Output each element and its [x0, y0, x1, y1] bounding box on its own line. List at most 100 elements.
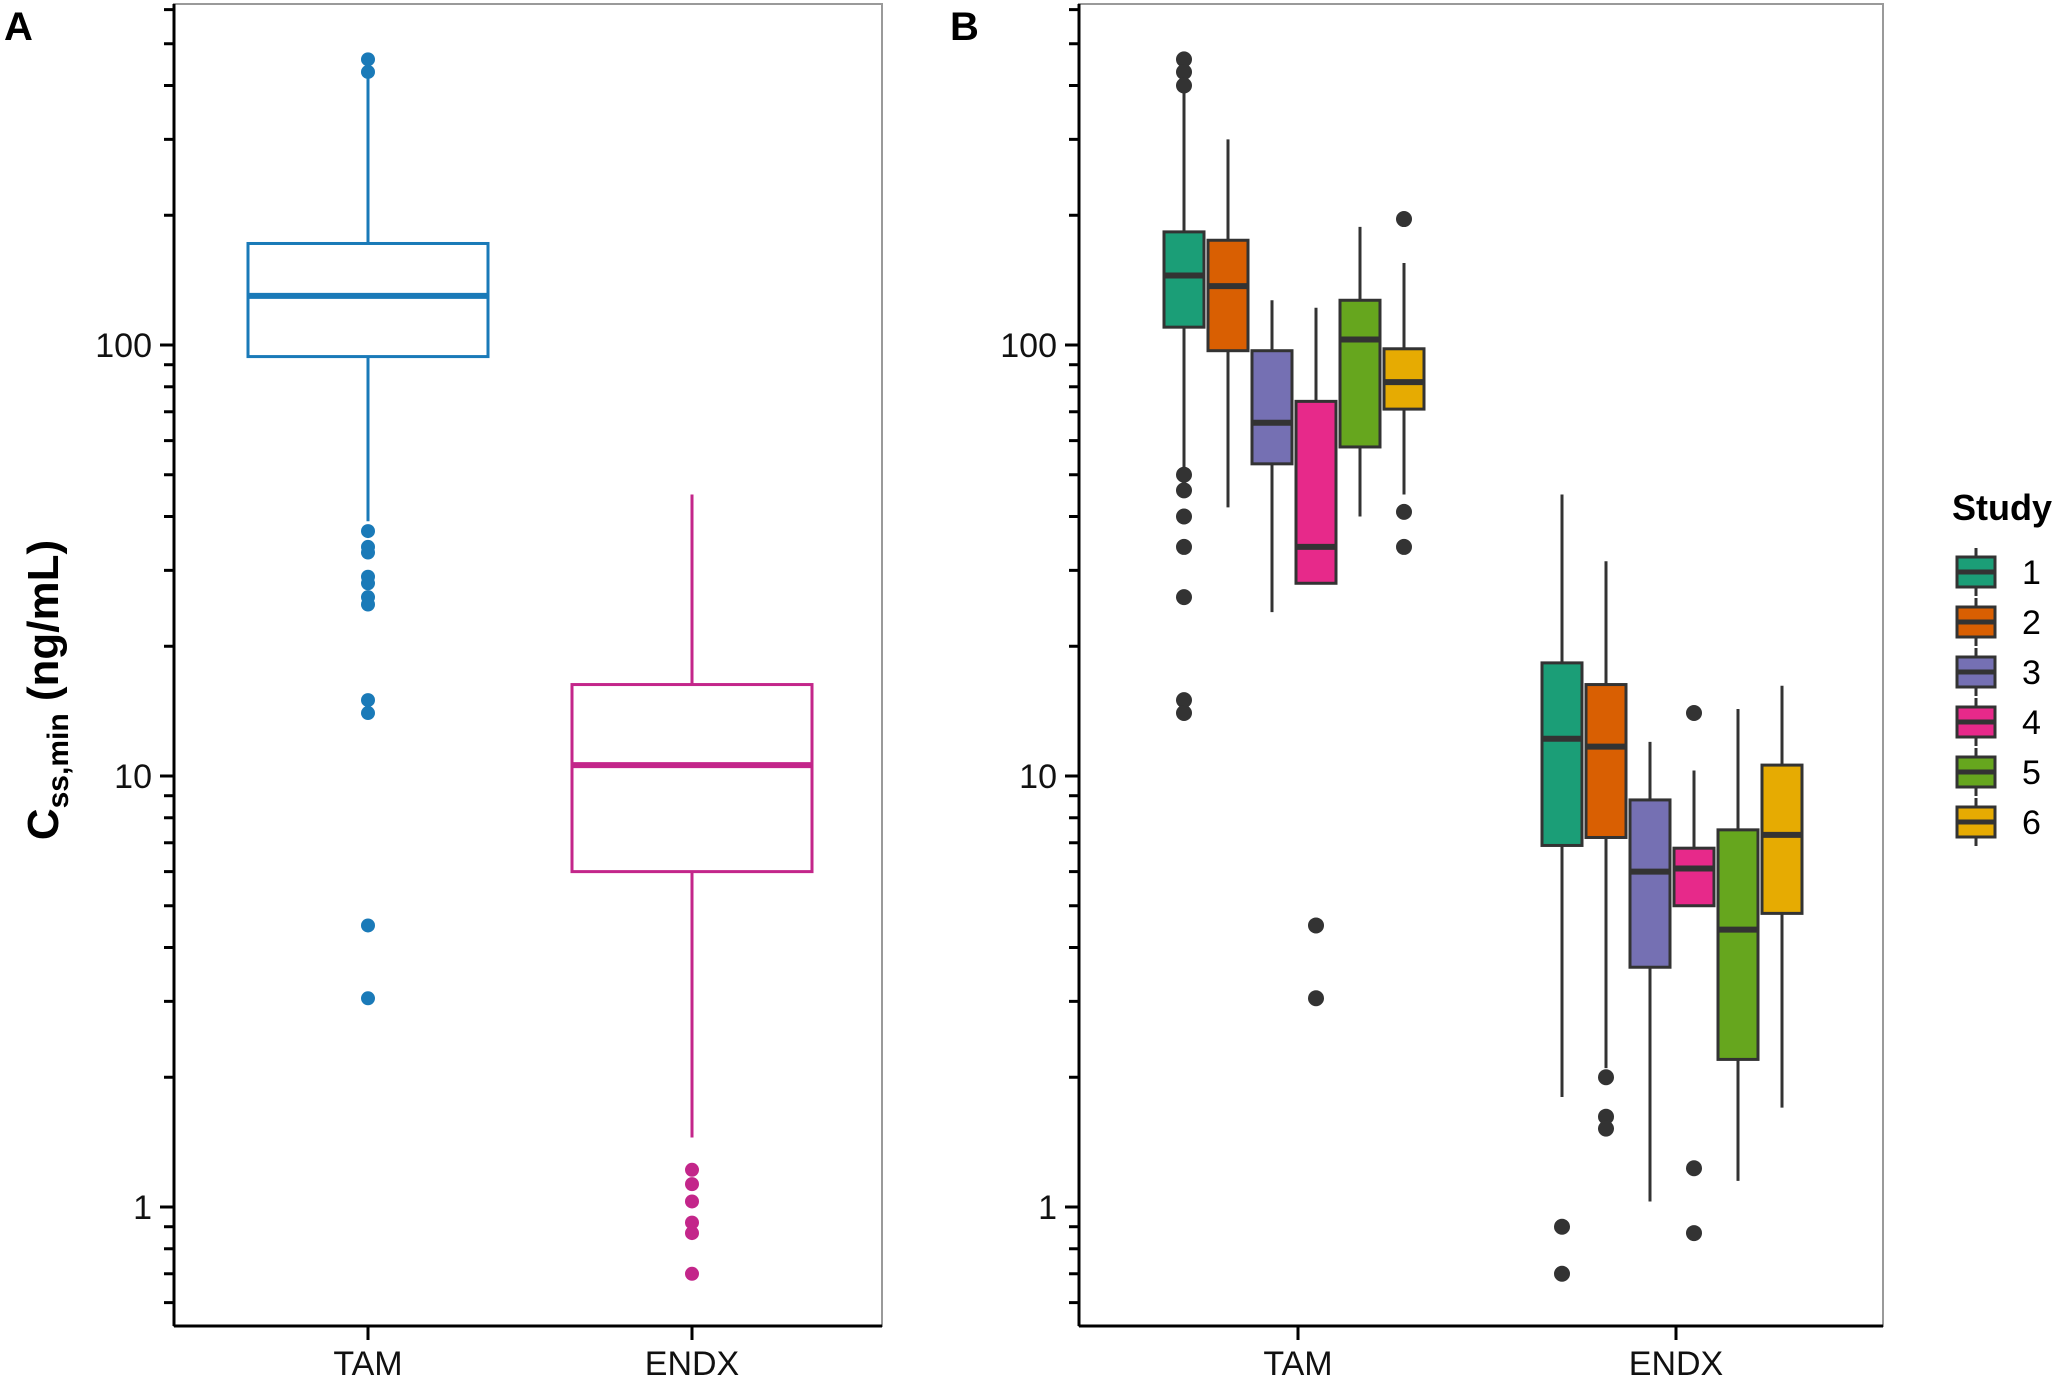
iqr-box	[1250, 349, 1294, 466]
outlier-point	[1554, 1265, 1570, 1282]
panel-b-label: B	[950, 5, 979, 49]
outlier-point	[361, 918, 375, 933]
panel-a: A 1 10 100 TAM ENDX Css,min (ng/mL)	[4, 3, 883, 1380]
panel-a-x-axis: TAM ENDX	[333, 1326, 739, 1380]
legend-item-label: 3	[2022, 654, 2041, 692]
outlier-point	[1176, 589, 1192, 606]
outlier-point	[1686, 705, 1702, 722]
boxplot-tam	[246, 52, 490, 1006]
outlier-point	[1176, 538, 1192, 555]
iqr-box	[570, 683, 814, 874]
outlier-point	[1598, 1120, 1614, 1137]
iqr-box	[1760, 763, 1804, 915]
outlier-point	[685, 1215, 699, 1230]
legend-item-study-1: 1	[1955, 548, 2041, 596]
boxplot-endx-study-5	[1716, 709, 1760, 1181]
y-axis-title: Css,min (ng/mL)	[19, 540, 75, 840]
boxplot-tam-study-3	[1250, 300, 1294, 613]
boxplot-tam-study-6	[1382, 211, 1426, 555]
panel-b: B 1 10 100 TAM ENDX	[950, 3, 1884, 1380]
legend: Study 1 2 3 4 5 6	[1952, 487, 2052, 846]
boxplot-endx-study-6	[1760, 685, 1804, 1108]
outlier-point	[1176, 482, 1192, 499]
outlier-point	[685, 1162, 699, 1177]
legend-item-study-3: 3	[1955, 648, 2041, 696]
outlier-point	[361, 576, 375, 591]
legend-item-label: 2	[2022, 604, 2041, 642]
panel-b-frame	[1078, 3, 1884, 1327]
outlier-point	[361, 991, 375, 1006]
boxplot-endx-study-1	[1540, 494, 1584, 1282]
outlier-point	[685, 1194, 699, 1209]
outlier-point	[685, 1266, 699, 1281]
iqr-box	[1382, 347, 1426, 411]
y-axis-title-unit: (ng/mL)	[19, 540, 68, 714]
iqr-box	[1672, 846, 1716, 908]
legend-items: 1 2 3 4 5 6	[1955, 548, 2041, 846]
x-tick-label: TAM	[333, 1345, 402, 1380]
outlier-point	[1308, 990, 1324, 1007]
outlier-point	[1308, 917, 1324, 934]
boxplot-tam-study-4	[1294, 307, 1338, 1007]
outlier-point	[1176, 692, 1192, 709]
outlier-point	[1176, 508, 1192, 525]
legend-item-study-4: 4	[1955, 698, 2041, 746]
outlier-point	[1396, 211, 1412, 228]
boxplot-endx-study-3	[1628, 741, 1672, 1202]
x-tick-label: ENDX	[645, 1345, 739, 1380]
panel-a-frame	[173, 3, 883, 1327]
iqr-box	[1628, 798, 1672, 969]
y-tick-label: 1	[133, 1189, 152, 1227]
panel-a-label: A	[4, 5, 33, 49]
boxplot-endx-study-4	[1672, 705, 1716, 1242]
outlier-point	[1176, 705, 1192, 722]
iqr-box	[1162, 230, 1206, 329]
outlier-point	[361, 597, 375, 612]
legend-item-label: 6	[2022, 804, 2041, 842]
iqr-box	[1206, 238, 1250, 353]
y-tick-label: 10	[1019, 758, 1057, 796]
boxplot-tam-study-2	[1206, 139, 1250, 508]
y-tick-label: 10	[114, 758, 152, 796]
outlier-point	[361, 524, 375, 539]
legend-title: Study	[1952, 487, 2052, 528]
iqr-box	[1294, 399, 1338, 585]
outlier-point	[1396, 503, 1412, 520]
outlier-point	[1686, 1160, 1702, 1177]
outlier-point	[685, 1226, 699, 1241]
panel-a-boxes	[246, 52, 814, 1281]
y-axis-title-main: C	[19, 808, 68, 840]
outlier-point	[1598, 1108, 1614, 1125]
y-tick-label: 100	[1000, 327, 1057, 365]
outlier-point	[361, 693, 375, 708]
y-tick-label: 100	[95, 327, 152, 365]
boxplot-endx	[570, 494, 814, 1281]
outlier-point	[1554, 1218, 1570, 1235]
legend-item-study-6: 6	[1955, 798, 2041, 846]
legend-item-label: 4	[2022, 704, 2041, 742]
boxplot-tam-study-5	[1338, 226, 1382, 517]
iqr-box	[1540, 661, 1584, 847]
legend-item-study-2: 2	[1955, 598, 2041, 646]
outlier-point	[361, 706, 375, 721]
outlier-point	[685, 1177, 699, 1192]
panel-a-minor-ticks	[164, 8, 174, 1305]
x-tick-label: ENDX	[1629, 1345, 1723, 1380]
iqr-box	[1716, 828, 1760, 1061]
x-tick-label: TAM	[1263, 1345, 1332, 1380]
panel-b-x-axis: TAM ENDX	[1263, 1326, 1723, 1380]
panel-a-major-ticks: 1 10 100	[95, 327, 174, 1227]
panel-b-boxes	[1162, 51, 1804, 1282]
y-tick-label: 1	[1038, 1189, 1057, 1227]
y-axis-title-subscript: ss,min	[42, 713, 75, 808]
outlier-point	[1686, 1225, 1702, 1242]
legend-item-label: 1	[2022, 554, 2041, 592]
panel-b-major-ticks: 1 10 100	[1000, 327, 1079, 1227]
boxplot-tam-study-1	[1162, 51, 1206, 722]
legend-item-label: 5	[2022, 754, 2041, 792]
outlier-point	[1176, 63, 1192, 80]
outlier-point	[1598, 1069, 1614, 1086]
panel-b-minor-ticks	[1069, 8, 1079, 1305]
outlier-point	[1396, 538, 1412, 555]
